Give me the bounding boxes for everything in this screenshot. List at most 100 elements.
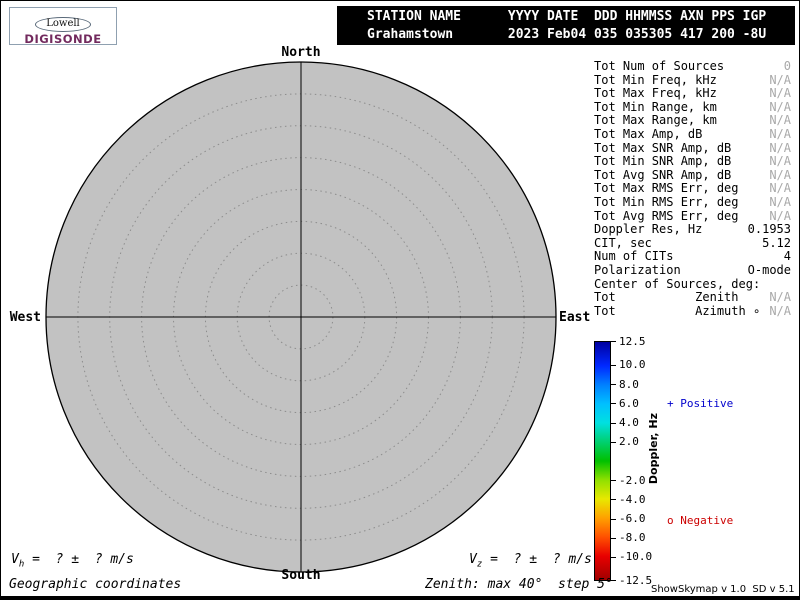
compass-south-label: South — [281, 568, 321, 583]
colorbar-tick-label: 4.0 — [619, 416, 639, 429]
colorbar-tick-mark — [611, 580, 616, 581]
stat-label: Tot Avg RMS Err, deg — [594, 208, 739, 223]
stat-value: N/A — [769, 194, 791, 209]
colorbar-tick-mark — [611, 538, 616, 539]
doppler-colorbar — [594, 341, 611, 581]
colorbar-tick-mark — [611, 423, 616, 424]
colorbar-axis-title: Doppler, Hz — [647, 413, 660, 485]
stat-label: Tot Azimuth ∘ — [594, 303, 761, 318]
colorbar-tick-label: 12.5 — [619, 335, 646, 348]
compass-north-label: North — [281, 45, 321, 60]
stat-row: Num of CITs 4 — [594, 250, 791, 264]
colorbar-tick-mark — [611, 442, 616, 443]
colorbar-tick-label: -8.0 — [619, 531, 646, 544]
stat-value: N/A — [769, 72, 791, 87]
vz-subscript: z — [476, 559, 483, 570]
app-version-label: ShowSkymap v 1.0 SD v 5.1 — [651, 584, 795, 595]
colorbar-tick-label: -2.0 — [619, 474, 646, 487]
coordinates-mode-label: Geographic coordinates — [9, 577, 182, 592]
station-header-bar: STATION NAME YYYY DATE DDD HHMMSS AXN PP… — [337, 6, 795, 45]
stat-label: Tot Max Freq, kHz — [594, 86, 717, 101]
stat-value: O-mode — [747, 262, 791, 277]
negative-label: Negative — [680, 514, 734, 527]
header-station-values: Grahamstown 2023 Feb04 035 035305 417 20… — [367, 27, 767, 42]
stat-label: Tot Min Freq, kHz — [594, 72, 717, 87]
lowell-digisonde-logo: Lowell DIGISONDE — [9, 7, 117, 46]
stat-row: Tot Max Freq, kHz N/A — [594, 87, 791, 101]
colorbar-tick-label: -4.0 — [619, 493, 646, 506]
stat-label: Tot Num of Sources — [594, 59, 725, 73]
stat-value: N/A — [769, 208, 791, 223]
statistics-panel: Tot Num of Sources 0 Tot Min Freq, kHz N/A… — [594, 59, 791, 319]
stat-label: CIT, sec — [594, 235, 652, 250]
stat-row: Tot Max Amp, dB N/A — [594, 126, 791, 142]
stat-row: Tot Min Freq, kHz N/A — [594, 72, 791, 88]
colorbar-tick-label: -12.5 — [619, 574, 653, 587]
compass-east-label: East — [559, 310, 591, 325]
stat-label: Tot Avg SNR Amp, dB — [594, 167, 732, 182]
negative-doppler-legend: o Negative — [667, 514, 733, 527]
colorbar-tick-mark — [611, 557, 616, 558]
stat-row: Tot Max Range, km N/A — [594, 114, 791, 128]
vz-symbol: V — [469, 552, 477, 567]
stat-value: N/A — [769, 140, 791, 155]
colorbar-tick-label: -6.0 — [619, 512, 646, 525]
stat-row: Tot Zenith N/A — [594, 290, 791, 305]
stat-row: Tot Avg SNR Amp, dB N/A — [594, 167, 791, 183]
stat-label: Num of CITs — [594, 249, 674, 264]
stat-value: N/A — [769, 86, 791, 101]
colorbar-tick-label: 8.0 — [619, 378, 639, 391]
stat-row: Tot Avg RMS Err, deg N/A — [594, 208, 791, 224]
crosshair-axes — [46, 62, 556, 572]
stat-value: 4 — [783, 249, 791, 264]
colorbar-tick-mark — [611, 384, 616, 385]
colorbar-tick-mark — [611, 480, 616, 481]
stat-row: Tot Min RMS Err, deg N/A — [594, 194, 791, 210]
stat-row: Polarization O-mode — [594, 262, 791, 278]
stat-label: Tot Max RMS Err, deg — [594, 181, 739, 196]
circle-marker-icon: o — [667, 514, 674, 527]
stat-value: N/A — [769, 154, 791, 169]
header-column-titles: STATION NAME YYYY DATE DDD HHMMSS AXN PP… — [367, 9, 767, 24]
stat-row: Center of Sources, deg: — [594, 277, 791, 292]
stat-row: CIT, sec 5.12 — [594, 235, 791, 251]
plus-marker-icon: + — [667, 397, 674, 410]
stat-value: 5.12 — [762, 235, 791, 250]
colorbar-tick-mark — [611, 499, 616, 500]
stat-value: N/A — [769, 126, 791, 141]
zenith-scale-label: Zenith: max 40° step 5° — [425, 577, 613, 592]
colorbar-tick-label: 10.0 — [619, 358, 646, 371]
stat-value: N/A — [769, 303, 791, 318]
lowell-logo-text: Lowell — [35, 17, 91, 32]
colorbar-tick-label: 2.0 — [619, 435, 639, 448]
stat-label: Tot Min Range, km — [594, 99, 717, 114]
stat-row: Tot Max SNR Amp, dB N/A — [594, 140, 791, 156]
vh-symbol: V — [11, 552, 19, 567]
stat-label: Tot Max Range, km — [594, 113, 717, 128]
stat-value: 0 — [783, 59, 791, 73]
skymap-plot — [45, 61, 557, 573]
stat-row: Doppler Res, Hz 0.1953 — [594, 223, 791, 237]
stat-label: Tot Zenith — [594, 290, 739, 305]
stat-value: N/A — [769, 167, 791, 182]
colorbar-tick-mark — [611, 403, 616, 404]
positive-label: Positive — [680, 397, 734, 410]
colorbar-tick-mark — [611, 341, 616, 342]
stat-label: Tot Min SNR Amp, dB — [594, 154, 732, 169]
colorbar-tick-label: 6.0 — [619, 397, 639, 410]
stat-value: 0.1953 — [747, 222, 791, 237]
stat-label: Polarization — [594, 262, 681, 277]
vertical-velocity-readout: Vz = ? ± ? m/s — [469, 552, 592, 570]
digisonde-logo-text: DIGISONDE — [24, 32, 102, 46]
colorbar-tick-label: -10.0 — [619, 550, 653, 563]
stat-label: Tot Max Amp, dB — [594, 126, 703, 141]
compass-west-label: West — [9, 310, 41, 325]
stat-row: Tot Azimuth ∘ N/A — [594, 303, 791, 319]
stat-value: N/A — [769, 113, 791, 128]
stat-value: N/A — [769, 181, 791, 196]
stat-label: Tot Min RMS Err, deg — [594, 194, 739, 209]
vz-equation: = ? ± ? m/s — [482, 552, 592, 567]
stat-value: N/A — [769, 290, 791, 305]
stat-row: Tot Min SNR Amp, dB N/A — [594, 155, 791, 169]
horizontal-velocity-readout: Vh = ? ± ? m/s — [11, 552, 134, 570]
